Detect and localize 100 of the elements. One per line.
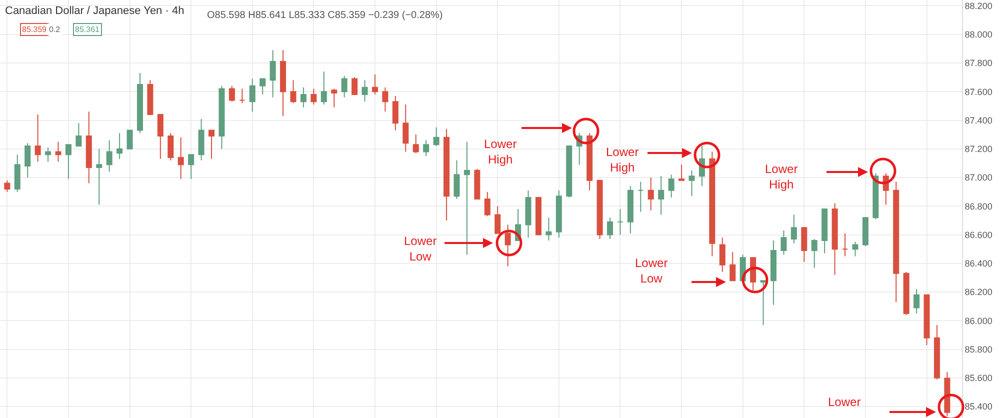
y-tick-label: 87.200	[964, 144, 992, 154]
candlestick	[627, 186, 634, 234]
annotation: Lower Low	[635, 256, 668, 286]
candlestick	[198, 118, 204, 161]
y-tick-label: 85.400	[964, 402, 992, 412]
candlestick	[290, 80, 296, 104]
candlestick	[320, 71, 327, 105]
candlestick	[872, 172, 879, 220]
candlestick	[832, 202, 838, 276]
candlestick	[362, 80, 368, 102]
candlestick	[24, 142, 31, 178]
candlestick	[770, 240, 776, 306]
candlestick	[116, 132, 123, 160]
annotation: Lower High	[606, 145, 639, 175]
candlestick	[444, 128, 450, 221]
candlestick	[801, 227, 808, 262]
candlestick	[924, 294, 930, 346]
y-tick-label: 88.000	[964, 30, 992, 40]
candlestick	[944, 372, 950, 417]
candlestick	[352, 76, 358, 95]
candlestick	[423, 140, 430, 157]
candlestick	[494, 206, 501, 234]
candlestick	[586, 132, 593, 191]
candlestick	[157, 114, 164, 160]
candlestick	[147, 80, 154, 116]
candlestick	[556, 190, 562, 238]
candlestick	[14, 154, 20, 192]
candlestick	[596, 180, 603, 240]
candlestick	[4, 180, 10, 192]
y-tick-label: 87.000	[964, 172, 992, 183]
annotation: Lower High	[765, 162, 798, 192]
candlestick	[218, 85, 225, 150]
candlestick	[535, 197, 542, 236]
candlestick	[678, 164, 685, 181]
candlestick	[607, 217, 613, 240]
annotation: Lower High	[484, 137, 517, 167]
y-tick-label: 86.800	[964, 201, 992, 212]
candlestick	[280, 50, 286, 116]
candlestick	[96, 148, 102, 206]
y-tick-label: 87.400	[964, 115, 992, 126]
candlestick	[310, 88, 317, 105]
y-tick-label: 86.200	[964, 287, 992, 298]
candlestick	[822, 208, 828, 254]
candlestick	[719, 237, 726, 272]
candlestick	[730, 251, 736, 282]
candlestick	[372, 74, 378, 95]
y-tick-label: 86.000	[964, 316, 992, 326]
y-tick-label: 85.600	[964, 373, 992, 384]
candlestick	[228, 85, 235, 102]
candlestick	[178, 136, 184, 180]
candlestick	[811, 238, 818, 268]
y-tick-label: 85.800	[964, 344, 992, 354]
candlestick	[402, 104, 409, 152]
candlestick	[750, 257, 756, 292]
candlestick	[239, 88, 246, 104]
candlestick	[86, 111, 92, 184]
candlestick	[842, 232, 848, 257]
candlestick	[34, 114, 41, 162]
candlestick	[126, 130, 133, 150]
candlestick	[300, 86, 306, 108]
candlestick	[433, 126, 440, 147]
y-tick-label: 88.200	[964, 0, 992, 11]
y-tick-label: 86.400	[964, 258, 992, 269]
candlestick	[412, 134, 419, 154]
candlestick	[136, 72, 143, 134]
candlestick	[106, 140, 112, 172]
candlestick	[382, 86, 388, 112]
candlestick	[546, 217, 552, 241]
candlestick	[474, 168, 480, 200]
candlestick	[648, 177, 654, 211]
candlestick	[260, 78, 266, 95]
y-tick-label: 87.800	[964, 58, 992, 68]
candlestick	[331, 88, 338, 108]
candlestick	[862, 217, 868, 247]
candlestick	[668, 174, 674, 198]
y-tick-label: 86.600	[964, 230, 992, 240]
annotation: 0.2	[49, 25, 61, 34]
candlestick	[709, 151, 716, 257]
candlestick	[566, 146, 572, 198]
candlestick	[638, 181, 644, 212]
candlestick	[903, 271, 910, 316]
candlestick	[780, 230, 787, 256]
text: O85.598 H85.641 L85.333 C85.359 −0.239 (−0.28%)	[207, 10, 443, 21]
candlestick	[168, 132, 174, 161]
candlestick	[454, 160, 460, 200]
candlestick	[392, 95, 398, 131]
candlestick	[464, 141, 470, 256]
annotation: Lower Low	[404, 234, 437, 264]
candlestick	[270, 50, 276, 98]
annotation: Lower	[828, 395, 861, 409]
candlestick	[249, 78, 256, 112]
chart-title: Canadian Dollar / Japanese Yen · 4h	[5, 4, 184, 17]
candlestick	[934, 324, 940, 380]
annotation: 85.359	[22, 25, 48, 34]
candlestick	[484, 191, 490, 217]
candlestick	[617, 208, 624, 236]
candlestick	[914, 288, 920, 314]
y-tick-label: 87.600	[964, 86, 992, 97]
candlestick	[45, 146, 52, 162]
candlestick	[790, 214, 797, 244]
